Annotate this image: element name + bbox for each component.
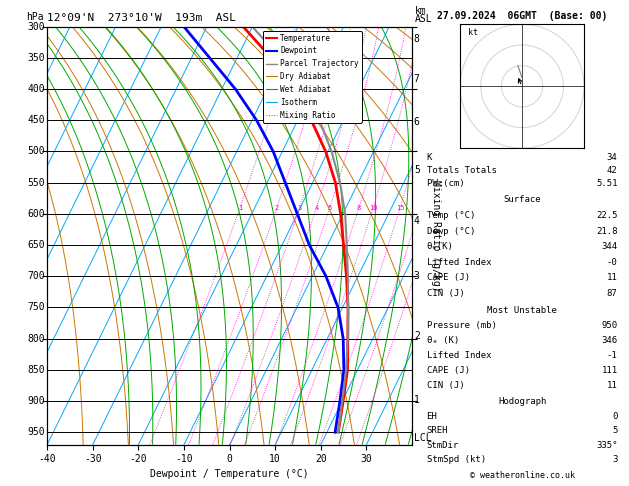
Text: K: K: [426, 153, 432, 162]
Text: CAPE (J): CAPE (J): [426, 365, 470, 375]
Text: 12°09'N  273°10'W  193m  ASL: 12°09'N 273°10'W 193m ASL: [47, 13, 236, 23]
Legend: Temperature, Dewpoint, Parcel Trajectory, Dry Adiabat, Wet Adiabat, Isotherm, Mi: Temperature, Dewpoint, Parcel Trajectory…: [262, 31, 362, 122]
Text: 3: 3: [298, 205, 302, 210]
Text: 87: 87: [607, 289, 618, 298]
Text: 34: 34: [607, 153, 618, 162]
Text: 15: 15: [396, 205, 404, 210]
Text: 350: 350: [28, 53, 45, 63]
Text: kt: kt: [469, 28, 479, 36]
Text: Totals Totals: Totals Totals: [426, 166, 496, 175]
Text: 11: 11: [607, 381, 618, 390]
Text: 4: 4: [414, 216, 420, 226]
Text: 1: 1: [238, 205, 242, 210]
Text: θₑ (K): θₑ (K): [426, 336, 459, 345]
Text: 42: 42: [607, 166, 618, 175]
Text: LCL: LCL: [414, 434, 431, 443]
Text: EH: EH: [426, 412, 437, 420]
Text: 800: 800: [28, 334, 45, 344]
Text: 600: 600: [28, 209, 45, 219]
Text: 21.8: 21.8: [596, 226, 618, 236]
Text: 2: 2: [414, 330, 420, 341]
Text: 850: 850: [28, 365, 45, 375]
Text: 344: 344: [601, 242, 618, 251]
Text: θₑ(K): θₑ(K): [426, 242, 454, 251]
Text: 400: 400: [28, 84, 45, 94]
Text: 2: 2: [275, 205, 279, 210]
Text: Most Unstable: Most Unstable: [487, 306, 557, 315]
Text: 950: 950: [601, 321, 618, 330]
Text: SREH: SREH: [426, 426, 448, 435]
Text: © weatheronline.co.uk: © weatheronline.co.uk: [470, 471, 574, 480]
Text: 335°: 335°: [596, 441, 618, 450]
Text: 5: 5: [414, 165, 420, 174]
X-axis label: Dewpoint / Temperature (°C): Dewpoint / Temperature (°C): [150, 469, 309, 479]
Text: 5: 5: [612, 426, 618, 435]
Text: Hodograph: Hodograph: [498, 397, 546, 406]
Text: 346: 346: [601, 336, 618, 345]
Y-axis label: Mixing Ratio (g/kg): Mixing Ratio (g/kg): [431, 180, 441, 292]
Text: PW (cm): PW (cm): [426, 179, 464, 189]
Text: 3: 3: [612, 455, 618, 464]
Text: 22.5: 22.5: [596, 211, 618, 220]
Text: 950: 950: [28, 427, 45, 437]
Text: 300: 300: [28, 22, 45, 32]
Text: hPa: hPa: [26, 12, 44, 22]
Text: Dewp (°C): Dewp (°C): [426, 226, 475, 236]
Text: Pressure (mb): Pressure (mb): [426, 321, 496, 330]
Text: 6: 6: [414, 117, 420, 126]
Text: StmSpd (kt): StmSpd (kt): [426, 455, 486, 464]
Text: Lifted Index: Lifted Index: [426, 351, 491, 360]
Text: 750: 750: [28, 302, 45, 312]
Text: 500: 500: [28, 146, 45, 156]
Text: km
ASL: km ASL: [415, 5, 433, 24]
Text: 5.51: 5.51: [596, 179, 618, 189]
Text: StmDir: StmDir: [426, 441, 459, 450]
Text: 27.09.2024  06GMT  (Base: 00): 27.09.2024 06GMT (Base: 00): [437, 11, 607, 21]
Text: 550: 550: [28, 178, 45, 188]
Text: Temp (°C): Temp (°C): [426, 211, 475, 220]
Text: Lifted Index: Lifted Index: [426, 258, 491, 267]
Text: CIN (J): CIN (J): [426, 381, 464, 390]
Text: 10: 10: [369, 205, 377, 210]
Text: 450: 450: [28, 115, 45, 125]
Text: 3: 3: [414, 271, 420, 281]
Text: CAPE (J): CAPE (J): [426, 274, 470, 282]
Text: 700: 700: [28, 271, 45, 281]
Text: 4: 4: [314, 205, 318, 210]
Text: 0: 0: [612, 412, 618, 420]
Text: -0: -0: [607, 258, 618, 267]
Text: -1: -1: [607, 351, 618, 360]
Text: 5: 5: [328, 205, 332, 210]
Text: 7: 7: [414, 73, 420, 84]
Text: 8: 8: [357, 205, 361, 210]
Text: CIN (J): CIN (J): [426, 289, 464, 298]
Text: 11: 11: [607, 274, 618, 282]
Text: Surface: Surface: [503, 195, 541, 204]
Text: 8: 8: [414, 34, 420, 44]
Text: 111: 111: [601, 365, 618, 375]
Text: 900: 900: [28, 396, 45, 406]
Text: 1: 1: [414, 395, 420, 405]
Text: 650: 650: [28, 240, 45, 250]
